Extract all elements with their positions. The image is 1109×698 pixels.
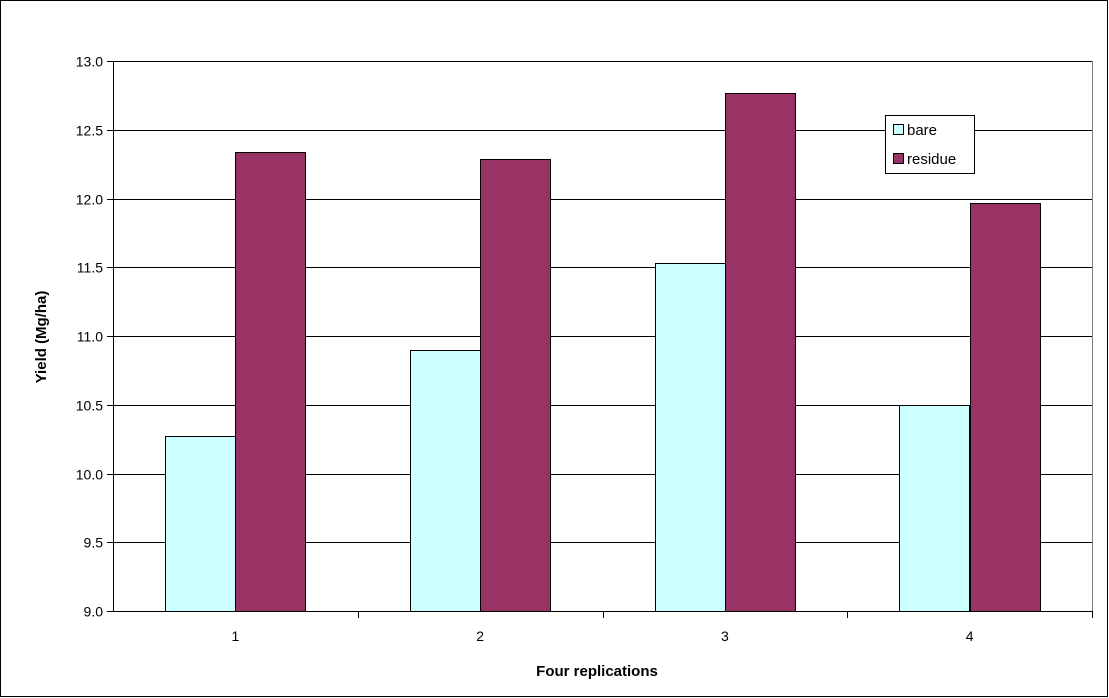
y-tick-label: 12.0 xyxy=(76,192,103,208)
x-tick-label: 2 xyxy=(476,628,484,644)
y-tick-label: 11.0 xyxy=(77,329,103,345)
y-tick-label: 9.5 xyxy=(84,535,104,551)
x-tick-label: 4 xyxy=(966,628,974,644)
legend-label-residue: residue xyxy=(907,151,956,168)
bar-residue-4 xyxy=(970,203,1041,612)
bar-bare-3 xyxy=(655,263,726,612)
legend-swatch-residue xyxy=(893,153,904,164)
x-tick-label: 3 xyxy=(721,628,729,644)
bar-residue-1 xyxy=(235,152,306,612)
x-axis-title: Four replications xyxy=(536,663,658,680)
bar-bare-4 xyxy=(899,405,970,612)
x-tick-label: 1 xyxy=(231,628,239,644)
bar-residue-3 xyxy=(725,93,796,612)
y-tick-label: 13.0 xyxy=(76,54,103,70)
y-axis-title: Yield (Mg/ha) xyxy=(33,291,50,384)
legend: bare residue xyxy=(885,115,975,174)
y-tick-label: 11.5 xyxy=(77,260,103,276)
y-tick-label: 12.5 xyxy=(76,123,103,139)
y-tick-label: 10.0 xyxy=(76,467,103,483)
bar-bare-2 xyxy=(410,350,481,612)
y-tick-label: 9.0 xyxy=(84,604,104,620)
y-tick-label: 10.5 xyxy=(76,398,103,414)
legend-swatch-bare xyxy=(893,124,904,135)
legend-label-bare: bare xyxy=(907,122,937,139)
bar-residue-2 xyxy=(480,159,551,612)
bar-bare-1 xyxy=(165,436,236,612)
